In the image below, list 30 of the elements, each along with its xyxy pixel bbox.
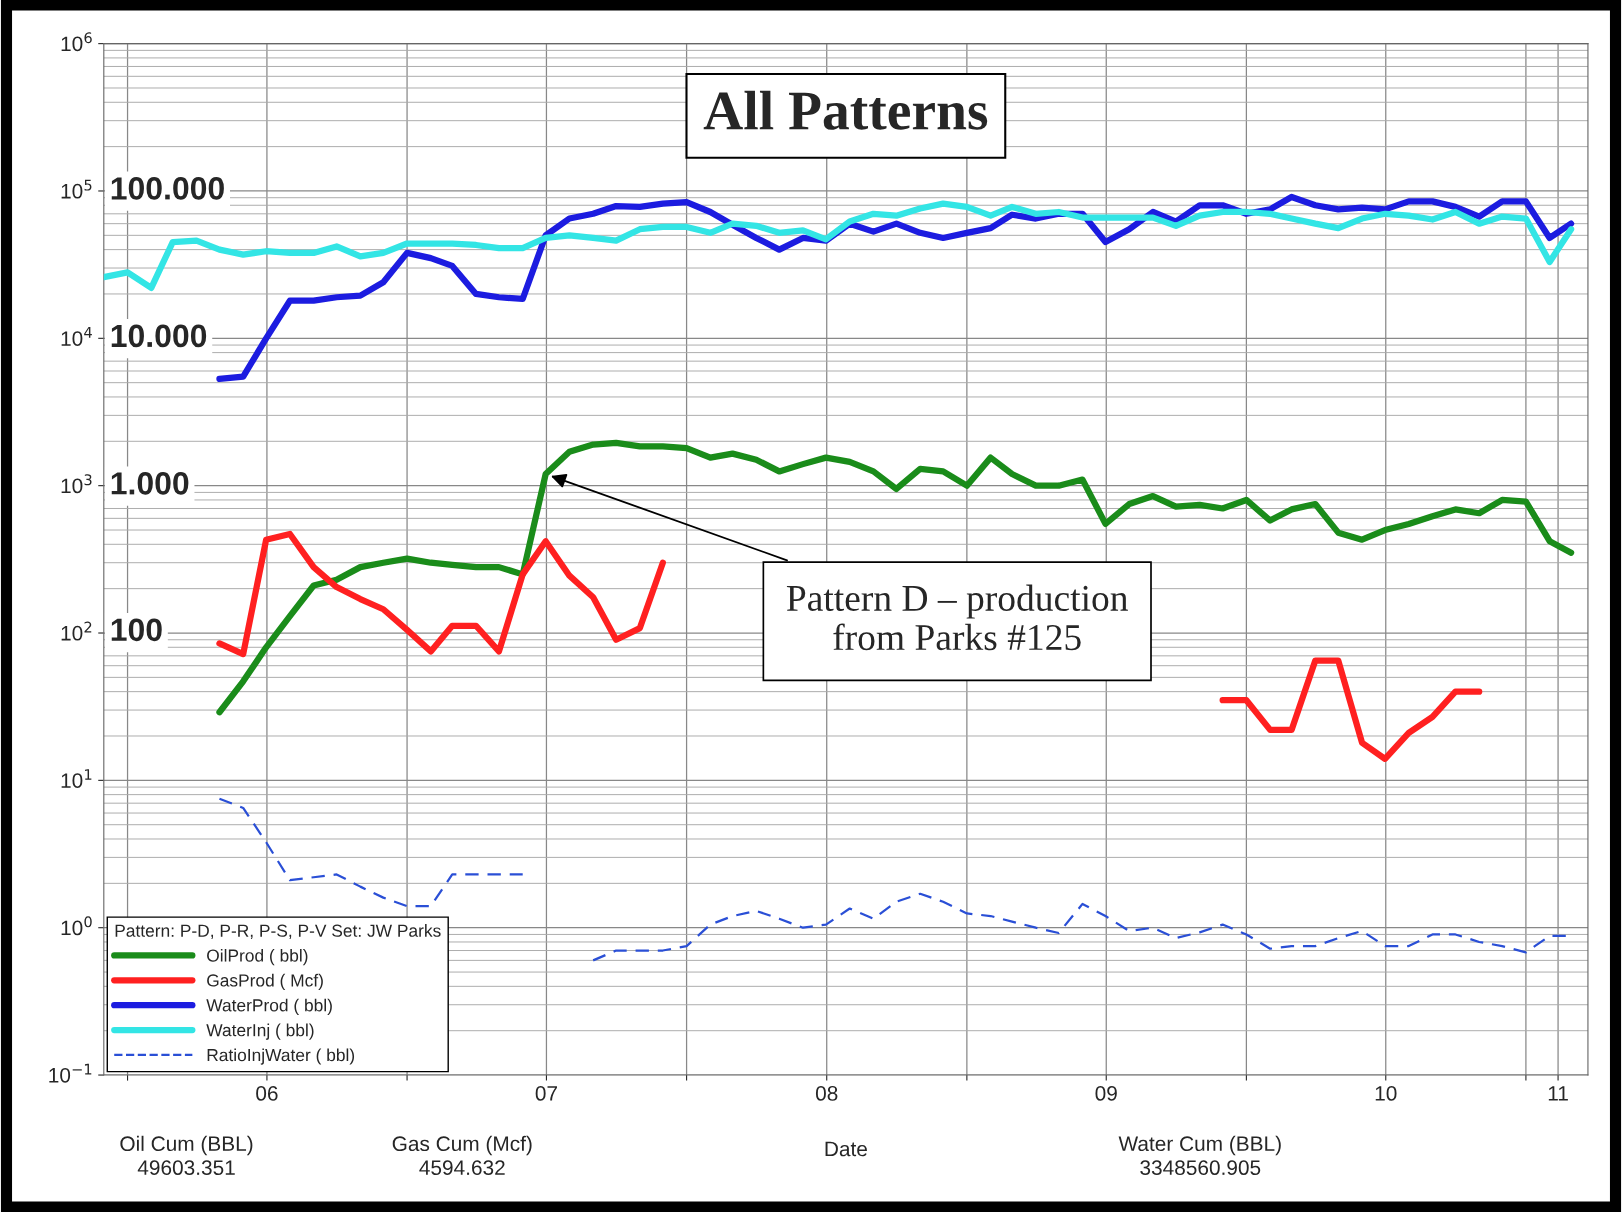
x-tick-label: 07 bbox=[535, 1086, 557, 1101]
y-tick-label: 10$^{−1}$ bbox=[49, 1063, 92, 1083]
annotation: 100 bbox=[111, 618, 162, 642]
legend-label: WaterInj ( bbl) bbox=[206, 1023, 314, 1040]
text: Gas Cum (Mcf) 4594.632 bbox=[392, 1135, 532, 1176]
x-tick-label: 10 bbox=[1375, 1086, 1397, 1101]
y-tick-label: 10$^{2}$ bbox=[61, 621, 92, 641]
x-tick-label: 09 bbox=[1095, 1086, 1117, 1101]
x-tick-label: 11 bbox=[1548, 1086, 1568, 1101]
legend-label: WaterProd ( bbl) bbox=[206, 998, 332, 1015]
y-tick-label: 10$^{3}$ bbox=[61, 474, 92, 494]
x-tick-label: 08 bbox=[815, 1086, 838, 1101]
y-tick-label: 10$^{0}$ bbox=[61, 916, 92, 936]
annotation: 10.000 bbox=[111, 324, 207, 348]
annotation: Pattern D – production from Parks #125 bbox=[786, 584, 1128, 651]
x-tick-label: 06 bbox=[256, 1086, 278, 1101]
legend-label: OilProd ( bbl) bbox=[207, 948, 308, 966]
y-tick-label: 10$^{6}$ bbox=[61, 32, 92, 52]
y-tick-label: 10$^{5}$ bbox=[61, 179, 92, 199]
y-tick-label: 10$^{4}$ bbox=[61, 327, 92, 346]
text: All Patterns bbox=[703, 90, 988, 130]
legend-label: RatioInjWater ( bbl) bbox=[207, 1048, 355, 1065]
text: Oil Cum (BBL) 49603.351 bbox=[120, 1135, 253, 1176]
text: Water Cum (BBL) 3348560.905 bbox=[1118, 1135, 1281, 1176]
x-axis-title: Date bbox=[825, 1141, 867, 1157]
y-tick-label: 10$^{1}$ bbox=[61, 769, 92, 788]
annotation: 1.000 bbox=[111, 472, 189, 495]
annotation: 100.000 bbox=[111, 177, 224, 200]
legend-title: Pattern: P-D, P-R, P-S, P-V Set: JW Parks bbox=[115, 924, 441, 939]
legend-label: GasProd ( Mcf) bbox=[207, 973, 323, 991]
